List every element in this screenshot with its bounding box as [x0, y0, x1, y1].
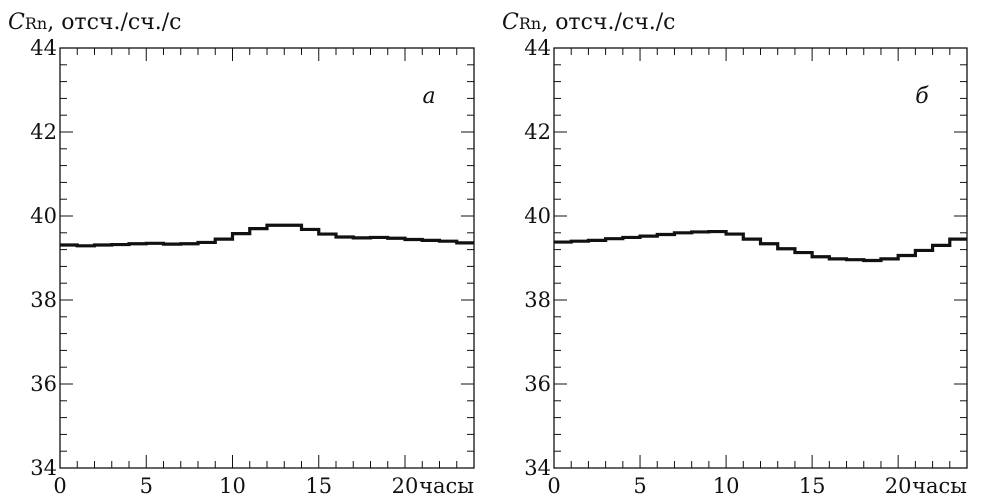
data-point [188, 243, 190, 245]
series-line [554, 229, 967, 263]
x-tick-label: 15 [305, 474, 332, 497]
data-point [257, 227, 259, 229]
y-axis-label: CRn, отсч./сч./с [8, 10, 181, 35]
data-point [136, 243, 138, 245]
chart-panel-б: 34 36 38 40 42 44 0 5 10 15 20 часы CRn, отсч./сч./с… [502, 10, 968, 497]
data-point [802, 251, 804, 253]
x-tick-label: 0 [547, 474, 560, 497]
data-point [326, 233, 328, 235]
y-tick-label: 44 [524, 36, 551, 60]
data-point [768, 243, 770, 245]
data-point [682, 232, 684, 234]
data-point [430, 239, 432, 241]
x-axis-label: часы [912, 474, 967, 497]
y-tick-label: 34 [524, 456, 551, 480]
data-point [940, 244, 942, 246]
data-point [119, 243, 121, 245]
data-point [205, 241, 207, 243]
data-point [309, 228, 311, 230]
data-point [647, 235, 649, 237]
data-point [854, 258, 856, 260]
data-point [871, 259, 873, 261]
data-point [292, 224, 294, 226]
data-point [613, 237, 615, 239]
data-point [699, 231, 701, 233]
data-point [579, 240, 581, 242]
y-tick-label: 42 [524, 120, 551, 144]
data-point [223, 238, 225, 240]
data-point [361, 237, 363, 239]
data-point [837, 258, 839, 260]
data-point [274, 224, 276, 226]
plot-frame [59, 47, 475, 469]
data-point [957, 238, 959, 240]
data-point [343, 236, 345, 238]
data-point [906, 254, 908, 256]
y-tick-label: 42 [30, 120, 57, 144]
data-point [447, 240, 449, 242]
y-tick-label: 38 [524, 288, 551, 312]
data-point [716, 230, 718, 232]
panel-label: a [422, 84, 435, 109]
x-tick-label: 0 [53, 474, 66, 497]
data-point [596, 239, 598, 241]
data-point [733, 233, 735, 235]
data-point [102, 244, 104, 246]
data-point [395, 237, 397, 239]
x-tick-label: 5 [633, 474, 646, 497]
y-tick-label: 40 [30, 204, 57, 228]
data-point [820, 256, 822, 258]
x-tick-label: 5 [140, 474, 153, 497]
data-point [85, 245, 87, 247]
y-tick-label: 40 [524, 204, 551, 228]
data-point [630, 236, 632, 238]
data-point [412, 238, 414, 240]
data-point [171, 243, 173, 245]
data-point [923, 249, 925, 251]
data-point [67, 244, 69, 246]
y-tick-label: 38 [30, 288, 57, 312]
chart-panel-a: 34 36 38 40 42 44 0 5 10 15 20 часы CRn, отсч./сч./с… [8, 10, 475, 497]
x-axis-label: часы [419, 474, 474, 497]
data-point [665, 233, 667, 235]
y-tick-label: 44 [30, 36, 57, 60]
y-tick-label: 36 [30, 372, 57, 396]
data-point [378, 236, 380, 238]
y-tick-label: 36 [524, 372, 551, 396]
series-line [60, 223, 474, 248]
y-axis-label: CRn, отсч./сч./с [502, 10, 675, 35]
x-tick-label: 10 [713, 474, 740, 497]
data-point [561, 241, 563, 243]
y-tick-label: 34 [30, 456, 57, 480]
data-point [888, 258, 890, 260]
data-point [464, 242, 466, 244]
data-point [785, 248, 787, 250]
panel-label: б [915, 84, 929, 109]
data-point [751, 238, 753, 240]
x-tick-label: 15 [799, 474, 826, 497]
data-point [240, 232, 242, 234]
x-tick-label: 10 [219, 474, 246, 497]
data-point [154, 242, 156, 244]
x-tick-label: 20 [392, 474, 419, 497]
x-tick-label: 20 [885, 474, 912, 497]
plot-frame [553, 47, 968, 469]
